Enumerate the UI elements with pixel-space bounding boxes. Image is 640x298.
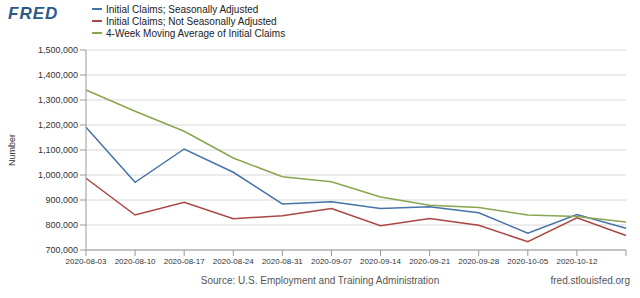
svg-text:800,000: 800,000 [45, 220, 78, 230]
svg-text:1,000,000: 1,000,000 [38, 170, 78, 180]
svg-text:2020-09-07: 2020-09-07 [311, 257, 352, 266]
svg-text:1,500,000: 1,500,000 [38, 45, 78, 55]
svg-text:1,100,000: 1,100,000 [38, 145, 78, 155]
svg-text:2020-10-12: 2020-10-12 [556, 257, 597, 266]
html-text:4-Week Moving Average of Initi: 4-Week Moving Average of Initial Claims [106, 27, 286, 39]
html-text:FRED: FRED [8, 4, 59, 23]
svg-text:Number: Number [8, 134, 17, 166]
html-text:fred.stlouisfed.org: fred.stlouisfed.org [550, 275, 630, 286]
svg-text:1,200,000: 1,200,000 [38, 120, 78, 130]
svg-text:900,000: 900,000 [45, 195, 78, 205]
svg-text:1,300,000: 1,300,000 [38, 95, 78, 105]
svg-text:2020-08-24: 2020-08-24 [213, 257, 254, 266]
svg-text:2020-08-31: 2020-08-31 [262, 257, 303, 266]
svg-text:2020-08-03: 2020-08-03 [66, 257, 107, 266]
html-text:Initial Claims; Not Seasonally: Initial Claims; Not Seasonally Adjusted [106, 15, 277, 27]
svg-text:700,000: 700,000 [45, 245, 78, 255]
svg-text:2020-10-05: 2020-10-05 [507, 257, 548, 266]
svg-text:2020-09-21: 2020-09-21 [409, 257, 450, 266]
html-text:Initial Claims; Seasonally Adj: Initial Claims; Seasonally Adjusted [106, 3, 259, 15]
svg-text:2020-08-10: 2020-08-10 [115, 257, 156, 266]
svg-text:2020-09-28: 2020-09-28 [458, 257, 499, 266]
svg-text:2020-08-17: 2020-08-17 [164, 257, 205, 266]
svg-text:1,400,000: 1,400,000 [38, 70, 78, 80]
svg-text:2020-09-14: 2020-09-14 [360, 257, 401, 266]
html-text:Source: U.S. Employment and Tr: Source: U.S. Employment and Training Adm… [200, 275, 440, 286]
